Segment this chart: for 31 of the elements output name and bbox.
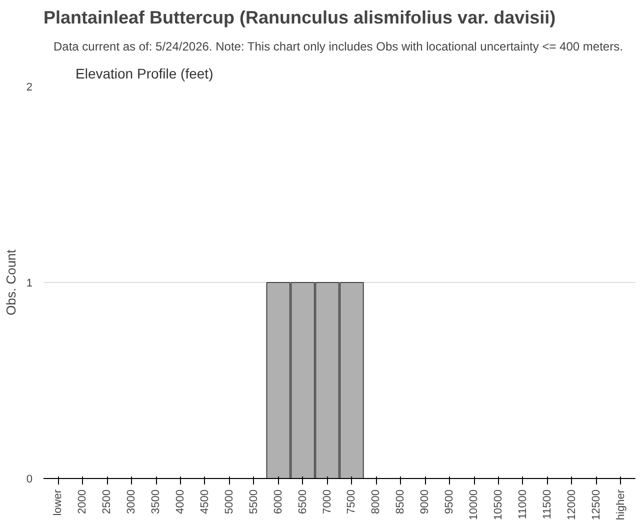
x-tick-label: 2000 [76,489,89,514]
chart-subtitle: Data current as of: 5/24/2026. Note: This chart only includes Obs with locational uncertainty <= 400 meters. [54,40,623,54]
y-tick-label: 1 [26,278,33,290]
y-tick-label: 0 [26,474,33,486]
x-tick-label: 11000 [516,489,529,520]
x-tick-label: 2500 [101,489,114,514]
x-tick-label: 3000 [126,489,138,514]
x-tick-label: 11500 [541,489,554,520]
x-tick-label: 8000 [370,489,382,514]
x-tick-label: 9000 [419,489,432,514]
x-tick-label: 12500 [590,489,602,520]
y-tick-label: 2 [26,82,33,94]
x-tick-label: 5500 [248,489,260,514]
x-tick-label: higher [614,489,627,520]
x-tick-label: 10000 [468,489,480,520]
y-axis-title: Obs. Count [3,249,18,316]
x-tick-label: 7000 [321,489,334,514]
x-tick-label: 5000 [223,489,236,514]
x-tick-label: 9500 [444,489,456,514]
chart-title: Plantainleaf Buttercup (Ranunculus alismifolius var. davisii) [44,8,556,28]
text: Elevation Profile (feet) [76,66,214,82]
x-tick-label: 10500 [492,489,505,520]
x-tick-label: 4000 [174,489,186,514]
x-tick-label: 3500 [150,489,162,514]
x-tick-label: 6000 [272,489,284,514]
x-tick-label: 4500 [198,489,211,514]
x-tick-label: 7500 [346,489,358,514]
x-tick-label: 12000 [566,489,578,520]
x-tick-label: 6500 [296,489,309,514]
x-tick-label: 8500 [394,489,407,514]
x-tick-label: lower [52,489,64,516]
